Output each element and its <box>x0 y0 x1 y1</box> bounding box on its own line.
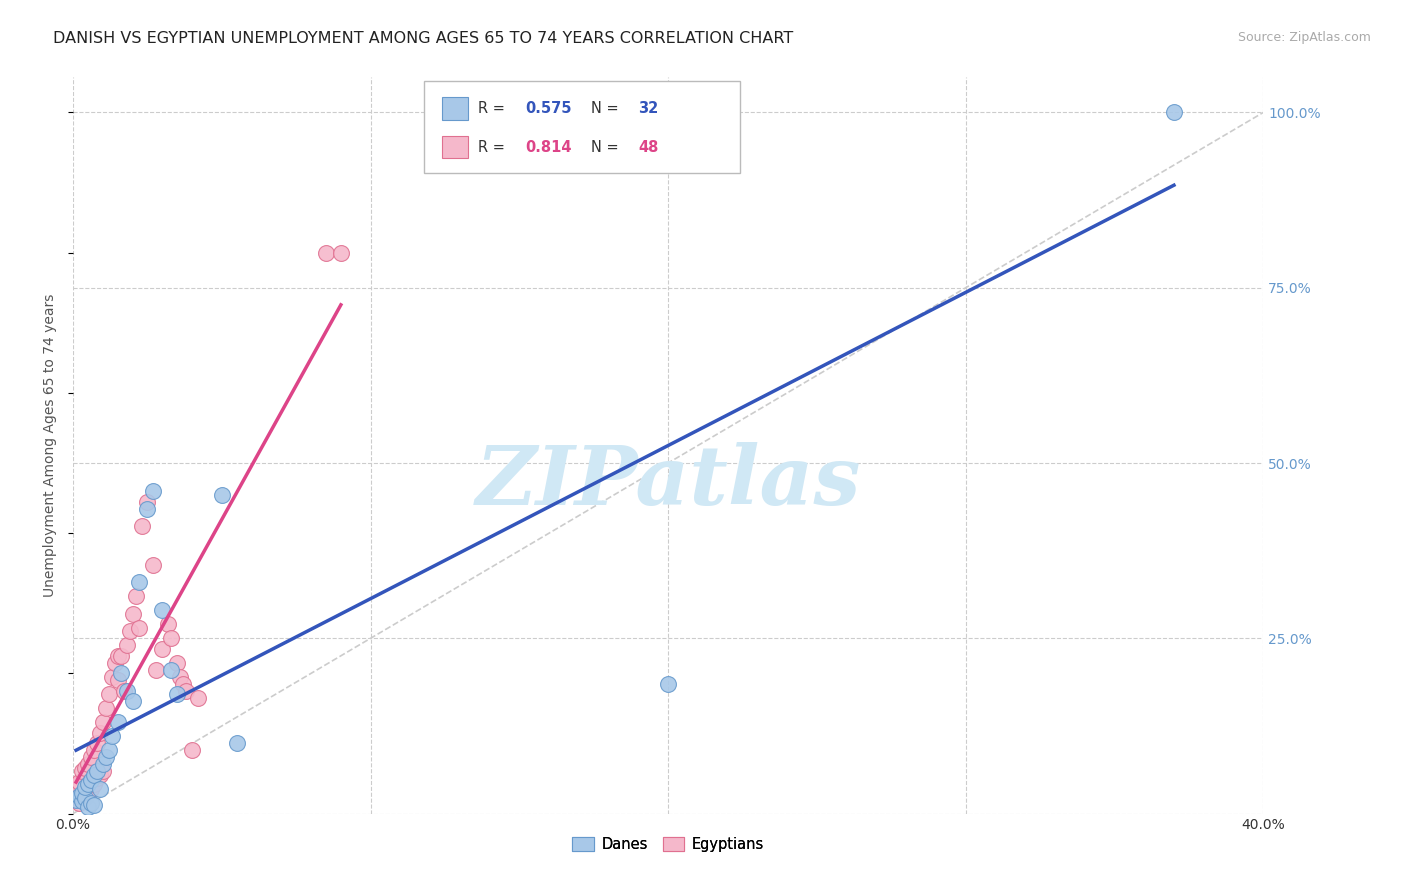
Point <box>91 715 114 730</box>
Point <box>211 487 233 501</box>
Point <box>89 768 111 782</box>
Point <box>77 785 100 799</box>
Point <box>91 764 114 779</box>
Point <box>100 730 122 744</box>
Text: R =: R = <box>478 140 509 155</box>
Text: Source: ZipAtlas.com: Source: ZipAtlas.com <box>1237 31 1371 45</box>
Point <box>172 677 194 691</box>
Point <box>70 764 93 779</box>
Point <box>329 245 352 260</box>
Point <box>80 772 103 787</box>
Point <box>97 743 120 757</box>
Point <box>83 768 105 782</box>
Point <box>128 575 150 590</box>
Point <box>181 743 204 757</box>
Point <box>150 641 173 656</box>
Point <box>107 648 129 663</box>
Point <box>128 621 150 635</box>
Text: 48: 48 <box>638 140 659 155</box>
Point <box>70 792 93 806</box>
Point <box>166 687 188 701</box>
Point <box>104 656 127 670</box>
Point <box>67 789 90 803</box>
Point <box>97 687 120 701</box>
Point <box>160 632 183 646</box>
Point <box>73 761 96 775</box>
Text: 0.575: 0.575 <box>526 101 572 116</box>
Point <box>94 750 117 764</box>
Point <box>80 796 103 810</box>
Point <box>89 782 111 797</box>
Point <box>70 785 93 799</box>
Point <box>86 736 108 750</box>
Point <box>70 794 93 808</box>
Point <box>110 648 132 663</box>
Point <box>187 690 209 705</box>
Point <box>73 789 96 803</box>
Point <box>136 501 159 516</box>
Point <box>157 617 180 632</box>
Point <box>142 558 165 572</box>
FancyBboxPatch shape <box>441 136 468 159</box>
Text: 32: 32 <box>638 101 658 116</box>
Point <box>67 796 90 810</box>
Legend: Danes, Egyptians: Danes, Egyptians <box>567 830 769 858</box>
Point <box>77 799 100 814</box>
Point <box>80 750 103 764</box>
Point <box>174 684 197 698</box>
Point <box>145 663 167 677</box>
Point <box>112 684 135 698</box>
Text: N =: N = <box>591 140 623 155</box>
Text: 0.814: 0.814 <box>526 140 572 155</box>
Text: N =: N = <box>591 101 623 116</box>
Point <box>73 780 96 794</box>
FancyBboxPatch shape <box>441 97 468 120</box>
Point <box>65 789 87 803</box>
Point <box>91 757 114 772</box>
Point <box>107 715 129 730</box>
Y-axis label: Unemployment Among Ages 65 to 74 years: Unemployment Among Ages 65 to 74 years <box>44 293 58 597</box>
Point <box>83 777 105 791</box>
Point <box>83 743 105 757</box>
Point <box>657 677 679 691</box>
Point <box>65 779 87 793</box>
Point <box>115 638 138 652</box>
Point <box>77 757 100 772</box>
Text: DANISH VS EGYPTIAN UNEMPLOYMENT AMONG AGES 65 TO 74 YEARS CORRELATION CHART: DANISH VS EGYPTIAN UNEMPLOYMENT AMONG AG… <box>53 31 793 46</box>
Point <box>160 663 183 677</box>
Point <box>142 484 165 499</box>
Point <box>86 764 108 779</box>
Point <box>80 782 103 797</box>
Point <box>131 519 153 533</box>
Point <box>121 694 143 708</box>
Point <box>136 494 159 508</box>
Point <box>115 684 138 698</box>
Point <box>73 791 96 805</box>
Point <box>107 673 129 688</box>
Point <box>110 666 132 681</box>
FancyBboxPatch shape <box>425 81 740 173</box>
Point <box>89 726 111 740</box>
Point <box>118 624 141 639</box>
Text: R =: R = <box>478 101 509 116</box>
Point <box>65 792 87 806</box>
Point <box>77 777 100 791</box>
Point <box>1163 105 1185 120</box>
Text: ZIPatlas: ZIPatlas <box>475 442 860 523</box>
Point <box>225 736 247 750</box>
Point <box>94 701 117 715</box>
Point <box>169 670 191 684</box>
Point <box>166 656 188 670</box>
Point <box>83 798 105 813</box>
Point <box>121 607 143 621</box>
Point <box>86 772 108 786</box>
Point <box>124 589 146 603</box>
Point <box>100 670 122 684</box>
Point <box>315 245 337 260</box>
Point <box>67 775 90 789</box>
Point <box>150 603 173 617</box>
